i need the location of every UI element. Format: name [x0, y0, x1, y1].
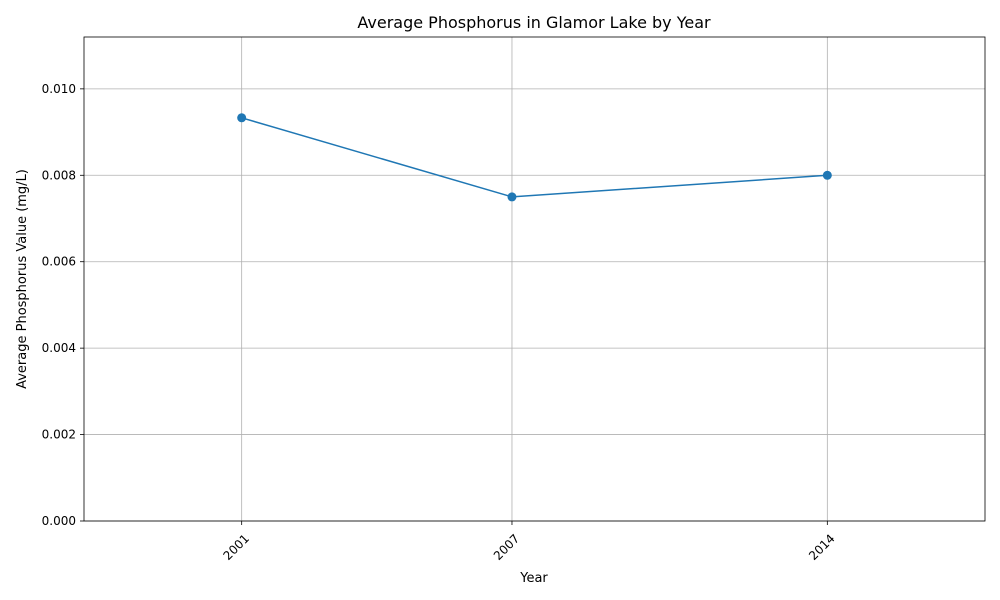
y-axis-label: Average Phosphorus Value (mg/L): [15, 169, 30, 389]
x-axis-label: Year: [519, 571, 548, 586]
y-tick-label: 0.008: [42, 168, 76, 182]
x-tick-label: 2007: [491, 531, 522, 562]
data-point: [507, 192, 517, 202]
series-line: [241, 117, 828, 198]
y-tick-label: 0.010: [42, 82, 76, 96]
x-tick-label: 2001: [221, 531, 252, 562]
axes-frame: [83, 36, 986, 522]
x-axis-ticks: 2001 2007 2014: [221, 521, 838, 563]
chart-title: Average Phosphorus in Glamor Lake by Yea…: [357, 13, 711, 32]
y-tick-label: 0.002: [42, 428, 76, 442]
data-point: [822, 170, 832, 180]
y-tick-label: 0.006: [42, 255, 76, 269]
grid-lines: [84, 37, 985, 522]
plot-frame: [83, 36, 986, 522]
data-point: [237, 113, 247, 123]
y-tick-label: 0.004: [42, 341, 76, 355]
y-axis-ticks: 0.000 0.002 0.004 0.006 0.008 0.010: [42, 82, 84, 528]
data-series: [237, 113, 832, 202]
x-tick-label: 2014: [806, 531, 837, 562]
y-tick-label: 0.000: [42, 514, 76, 528]
